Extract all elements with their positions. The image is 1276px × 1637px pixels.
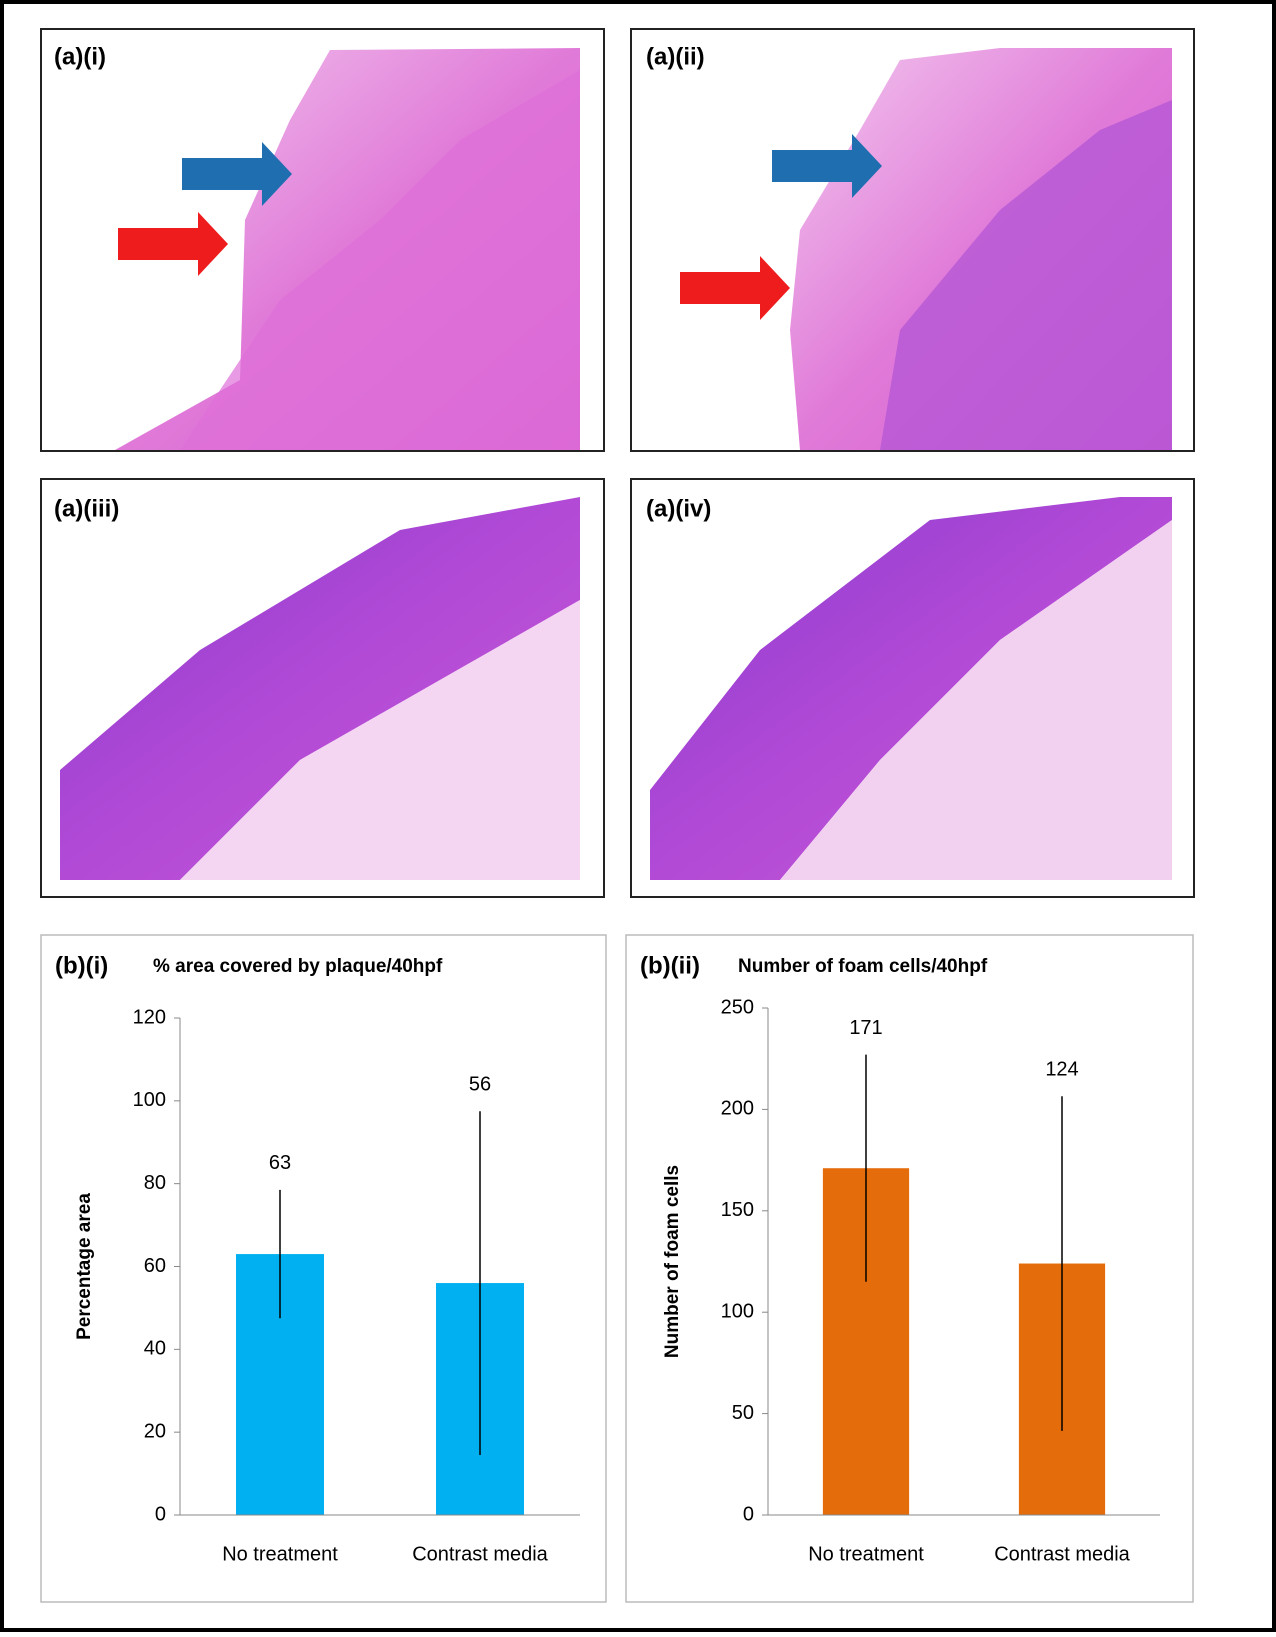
image-panel: (a)(i): [40, 28, 605, 452]
data-label: 171: [849, 1017, 882, 1039]
panel-label: (a)(iii): [54, 495, 119, 522]
y-tick-label: 60: [144, 1255, 166, 1277]
y-tick-label: 50: [732, 1402, 754, 1424]
y-tick-label: 200: [721, 1098, 754, 1120]
data-label: 63: [269, 1152, 291, 1174]
y-tick-label: 100: [133, 1089, 166, 1111]
image-panel: (a)(iv): [630, 478, 1195, 898]
y-tick-label: 0: [155, 1503, 166, 1525]
y-tick-label: 0: [743, 1503, 754, 1525]
y-tick-label: 250: [721, 996, 754, 1018]
y-tick-label: 80: [144, 1172, 166, 1194]
panel-label: (a)(i): [54, 43, 106, 70]
y-tick-label: 150: [721, 1199, 754, 1221]
y-tick-label: 20: [144, 1420, 166, 1442]
y-tick-label: 120: [133, 1006, 166, 1028]
y-tick-label: 40: [144, 1338, 166, 1360]
image-panel: (a)(iii): [40, 478, 605, 898]
chart-title: Number of foam cells/40hpf: [738, 956, 988, 977]
y-axis-title: Percentage area: [74, 1193, 95, 1340]
x-tick-label: No treatment: [808, 1543, 924, 1565]
chart-label: (b)(ii): [640, 952, 700, 979]
y-axis-title: Number of foam cells: [662, 1165, 683, 1358]
panel-label: (a)(iv): [646, 495, 711, 522]
x-tick-label: Contrast media: [412, 1543, 548, 1565]
chart-label: (b)(i): [55, 952, 108, 979]
data-label: 124: [1045, 1058, 1078, 1080]
chart-title: % area covered by plaque/40hpf: [153, 956, 443, 977]
image-panel: (a)(ii): [630, 28, 1195, 452]
chart-border: [625, 934, 1194, 1603]
y-tick-label: 100: [721, 1300, 754, 1322]
x-tick-label: No treatment: [222, 1543, 338, 1565]
panel-label: (a)(ii): [646, 43, 705, 70]
data-label: 56: [469, 1073, 491, 1095]
x-tick-label: Contrast media: [994, 1543, 1130, 1565]
